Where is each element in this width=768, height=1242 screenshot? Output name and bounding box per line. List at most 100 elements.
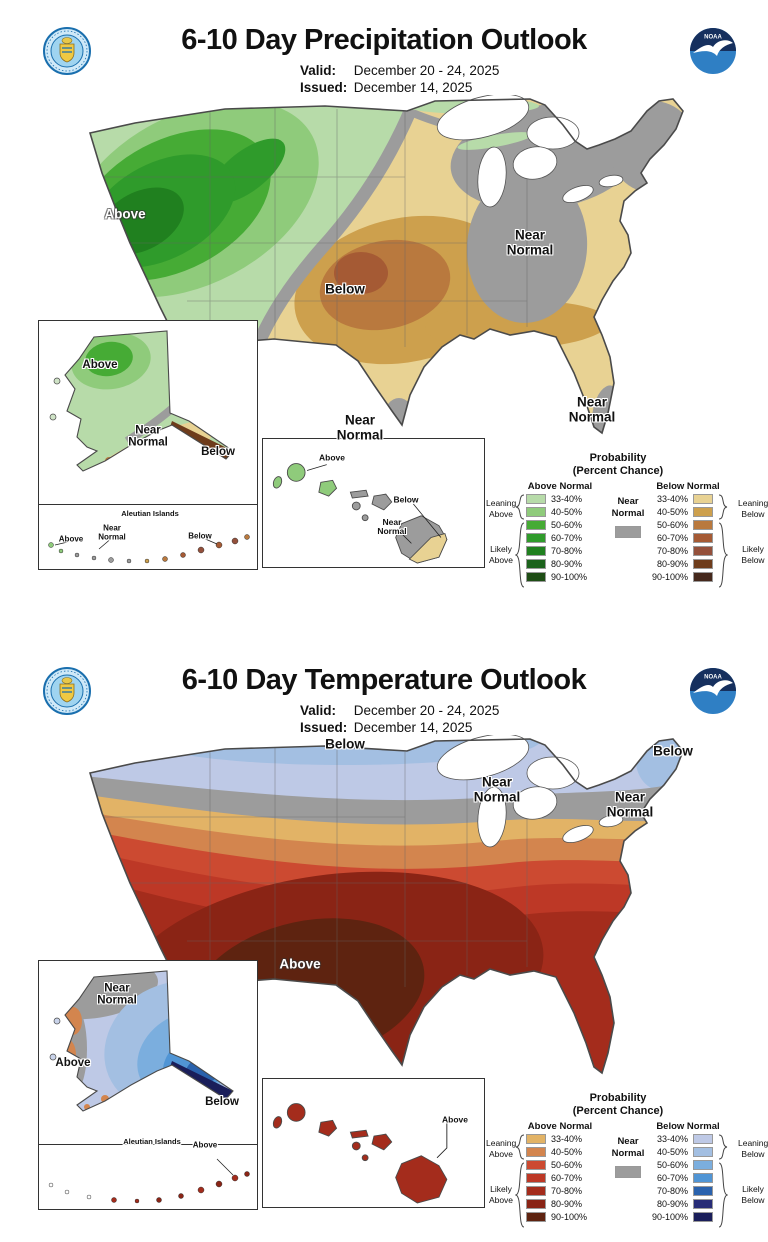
aleutian-label-above: Above — [58, 534, 84, 544]
legend-swatch — [693, 1173, 713, 1183]
legend-subtitle: (Percent Chance) — [572, 465, 664, 477]
legend-range-label: 70-80% — [656, 1186, 688, 1196]
legend-below-column: 33-40% 40-50% 50-60% 60-70% 70-80% 80-90% 90-1… — [644, 494, 713, 582]
legend-likely-below-label: Likely Below — [741, 1184, 765, 1205]
noaa-logo-icon: NOAA — [690, 668, 736, 714]
legend-swatch — [693, 1199, 713, 1209]
legend-range-label: 50-60% — [656, 1160, 688, 1170]
great-lakes — [436, 95, 624, 208]
aleutian-label-below: Below — [188, 531, 212, 541]
alaska-label-above: Above — [55, 1056, 91, 1069]
alaska-label-near-normal: Near Normal — [97, 982, 137, 1007]
legend-range-label: 70-80% — [551, 546, 583, 556]
legend-subtitle: (Percent Chance) — [572, 1105, 664, 1117]
legend-likely-above-label: Likely Above — [488, 1184, 514, 1205]
legend-row: 50-60% — [526, 520, 595, 530]
probability-legend: Probability (Percent Chance) Above Norma… — [486, 452, 768, 602]
legend-row: 60-70% — [526, 1173, 595, 1183]
brace-icon — [515, 494, 525, 520]
alaska-label-below: Below — [201, 445, 235, 458]
legend-below-normal-header: Below Normal — [656, 1121, 720, 1132]
legend-range-label: 90-100% — [651, 1212, 688, 1222]
map-label-near-normal-lakes: Near Normal — [473, 774, 521, 804]
legend-range-label: 50-60% — [551, 1160, 583, 1170]
legend-swatch — [693, 1134, 713, 1144]
legend-likely-above-label: Likely Above — [488, 544, 514, 565]
alaska-map — [39, 321, 257, 505]
aleutian-islands-title: Aleutian Islands — [123, 1136, 181, 1146]
legend-range-label: 60-70% — [551, 1173, 583, 1183]
page-title: 6-10 Day Temperature Outlook — [181, 664, 587, 696]
legend-range-label: 33-40% — [551, 1134, 583, 1144]
legend-swatch — [526, 1134, 546, 1144]
legend-swatch — [526, 559, 546, 569]
map-label-below-maine: Below — [653, 743, 693, 759]
aleutian-islands-strip — [39, 1145, 257, 1208]
legend-row: 33-40% — [644, 494, 713, 504]
legend-swatch — [526, 1173, 546, 1183]
legend-leaning-below-label: Leaning Below — [738, 1138, 768, 1159]
legend-row: 70-80% — [526, 546, 595, 556]
legend-above-normal-header: Above Normal — [527, 1121, 593, 1132]
legend-range-label: 90-100% — [651, 572, 688, 582]
valid-value: December 20 - 24, 2025 — [353, 63, 500, 78]
legend-near-normal-swatch — [615, 526, 641, 538]
callout-lines — [306, 464, 442, 544]
legend-row: 70-80% — [644, 546, 713, 556]
brace-icon — [515, 522, 525, 588]
legend-row: 33-40% — [644, 1134, 713, 1144]
legend-swatch — [693, 1186, 713, 1196]
alaska-inset — [38, 960, 258, 1210]
legend-swatch — [526, 494, 546, 504]
brace-icon — [515, 1134, 525, 1160]
temperature-outlook-panel: NOAA 6-10 Day Temperature Outlook Valid:… — [0, 640, 768, 1242]
legend-near-normal-label: Near Normal — [611, 1136, 645, 1160]
legend-row: 50-60% — [526, 1160, 595, 1170]
valid-value: December 20 - 24, 2025 — [353, 703, 500, 718]
near-normal-divider-band — [250, 106, 417, 350]
callout-lines — [436, 1122, 448, 1159]
legend-range-label: 40-50% — [656, 507, 688, 517]
brace-icon — [718, 522, 728, 588]
legend-near-normal-label: Near Normal — [611, 496, 645, 520]
aleutian-islands-strip — [39, 505, 257, 568]
legend-leaning-above-label: Leaning Above — [486, 498, 517, 519]
legend-title: Probability — [589, 452, 647, 464]
brace-icon — [515, 1162, 525, 1228]
legend-leaning-above-label: Leaning Above — [486, 1138, 517, 1159]
issued-value: December 14, 2025 — [353, 720, 473, 735]
legend-swatch — [693, 546, 713, 556]
legend-range-label: 70-80% — [551, 1186, 583, 1196]
legend-swatch — [693, 1147, 713, 1157]
legend-row: 40-50% — [644, 507, 713, 517]
legend-range-label: 80-90% — [551, 559, 583, 569]
legend-leaning-below-label: Leaning Below — [738, 498, 768, 519]
texas-tip-near-normal — [384, 398, 414, 433]
alaska-inset — [38, 320, 258, 570]
state-boundaries — [90, 107, 528, 347]
legend-above-column: 33-40% 40-50% 50-60% 60-70% 70-80% 80-90% 90-1… — [526, 494, 595, 582]
valid-label: Valid: — [300, 63, 337, 78]
legend-range-label: 50-60% — [551, 520, 583, 530]
legend-row: 70-80% — [644, 1186, 713, 1196]
precipitation-outlook-panel: NOAA 6-10 Day Precipitation Outlook Vali… — [38, 24, 768, 602]
legend-swatch — [693, 1160, 713, 1170]
legend-likely-below-label: Likely Below — [741, 544, 765, 565]
department-of-commerce-seal-icon — [43, 27, 91, 75]
map-label-below-north: Below — [325, 736, 365, 752]
issued-label: Issued: — [300, 720, 348, 735]
alaska-map — [39, 961, 257, 1145]
legend-swatch — [526, 507, 546, 517]
issued-value: December 14, 2025 — [353, 80, 473, 95]
us-outline — [88, 98, 684, 435]
map-label-near-normal-texas: Near Normal — [336, 412, 384, 442]
legend-range-label: 70-80% — [656, 546, 688, 556]
legend-row: 80-90% — [644, 1199, 713, 1209]
legend-row: 60-70% — [644, 533, 713, 543]
legend-swatch — [693, 1212, 713, 1222]
legend-row: 90-100% — [644, 1212, 713, 1222]
hawaii-inset — [262, 1078, 485, 1208]
map-label-above-west: Above — [104, 206, 146, 222]
probability-legend: Probability (Percent Chance) Above Norma… — [486, 1092, 768, 1242]
